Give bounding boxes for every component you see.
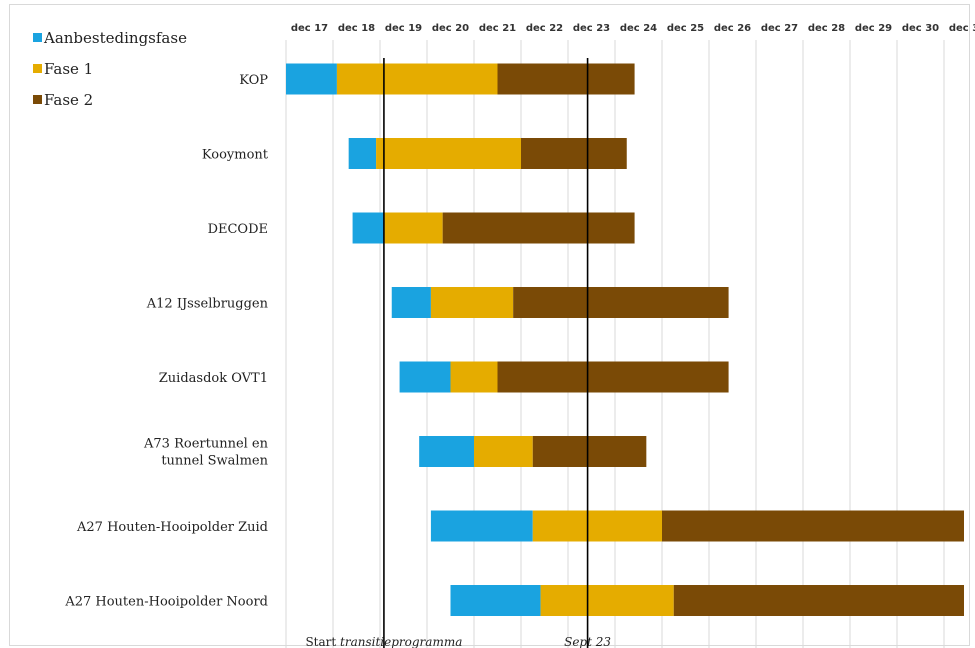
- tick-label: dec 30: [902, 23, 939, 34]
- bar-aanbestedingsfase-a73-roertunnel-en-tunnel-swalmen: [419, 436, 474, 467]
- tick-label: dec 19: [385, 23, 422, 34]
- bar-fase-2-zuidasdok-ovt1: [497, 361, 729, 393]
- bar-fase-1-kooymont: [376, 138, 521, 169]
- tick-label: dec 31: [949, 23, 975, 34]
- tick-label: dec 17: [291, 23, 328, 34]
- bar-fase-2-kooymont: [521, 138, 627, 169]
- chart-frame: [9, 4, 970, 646]
- bar-aanbestedingsfase-a27-houten-hooipolder-zuid: [430, 510, 533, 542]
- category-labels: KOP Kooymont DECODE A12 IJsselbruggen Zuidas…: [64, 73, 268, 610]
- bar-fase-2-kop: [497, 63, 635, 95]
- category-label: A73 Roertunnel en tunnel Swalmen: [143, 437, 269, 469]
- tick-label: dec 29: [855, 23, 892, 34]
- bar-aanbestedingsfase-a27-houten-hooipolder-noord: [450, 585, 541, 616]
- gridlines: [285, 40, 945, 648]
- x-axis-ticks: dec 17 dec 18 dec 19 dec 20 dec 21 dec 22 dec …: [291, 23, 975, 34]
- tick-label: dec 21: [479, 23, 516, 34]
- legend-label: Fase 2: [44, 91, 94, 109]
- bar-fase-2-a12-ijsselbruggen: [513, 287, 729, 318]
- category-label: A27 Houten-Hooipolder Noord: [64, 595, 268, 610]
- tick-label: dec 26: [714, 23, 751, 34]
- tick-label: dec 24: [620, 23, 657, 34]
- bars: [286, 63, 964, 616]
- marker-label: Sept 23: [564, 635, 611, 648]
- bar-fase-2-a73-roertunnel-en-tunnel-swalmen: [532, 436, 647, 467]
- legend-label: Aanbestedingsfase: [44, 29, 187, 47]
- legend-swatch-aanbestedingsfase: [33, 33, 42, 42]
- tick-label: dec 20: [432, 23, 469, 34]
- category-label: Zuidasdok OVT1: [159, 371, 268, 386]
- tick-label: dec 28: [808, 23, 845, 34]
- marker-label: Start transitieprogramma: [305, 635, 462, 648]
- bar-fase-2-decode: [442, 212, 635, 244]
- category-label: KOP: [239, 73, 268, 88]
- bar-aanbestedingsfase-zuidasdok-ovt1: [399, 361, 451, 393]
- legend-label: Fase 1: [44, 60, 94, 78]
- bar-aanbestedingsfase-kop: [286, 63, 337, 95]
- tick-label: dec 25: [667, 23, 704, 34]
- legend-swatch-fase-1: [33, 64, 42, 73]
- tick-label: dec 18: [338, 23, 375, 34]
- bar-fase-2-a27-houten-hooipolder-noord: [673, 585, 964, 616]
- category-label: DECODE: [208, 222, 268, 237]
- bar-fase-1-a73-roertunnel-en-tunnel-swalmen: [474, 436, 533, 467]
- bar-aanbestedingsfase-a12-ijsselbruggen: [391, 287, 431, 318]
- bar-fase-1-a12-ijsselbruggen: [430, 287, 514, 318]
- tick-label: dec 23: [573, 23, 610, 34]
- bar-fase-2-a27-houten-hooipolder-zuid: [662, 510, 964, 542]
- tick-label: dec 27: [761, 23, 798, 34]
- markers: Start transitieprogramma Sept 23: [305, 58, 611, 648]
- bar-fase-1-decode: [383, 212, 443, 244]
- legend-swatch-fase-2: [33, 95, 42, 104]
- bar-fase-1-a27-houten-hooipolder-zuid: [532, 510, 662, 542]
- bar-aanbestedingsfase-kooymont: [348, 138, 377, 169]
- tick-label: dec 22: [526, 23, 563, 34]
- bar-fase-1-zuidasdok-ovt1: [450, 361, 498, 393]
- category-label: A12 IJsselbruggen: [146, 297, 269, 312]
- category-label: A27 Houten-Hooipolder Zuid: [76, 520, 268, 535]
- bar-aanbestedingsfase-decode: [352, 212, 384, 244]
- bar-fase-1-a27-houten-hooipolder-noord: [540, 585, 674, 616]
- bar-fase-1-kop: [336, 63, 498, 95]
- category-label: Kooymont: [202, 148, 269, 163]
